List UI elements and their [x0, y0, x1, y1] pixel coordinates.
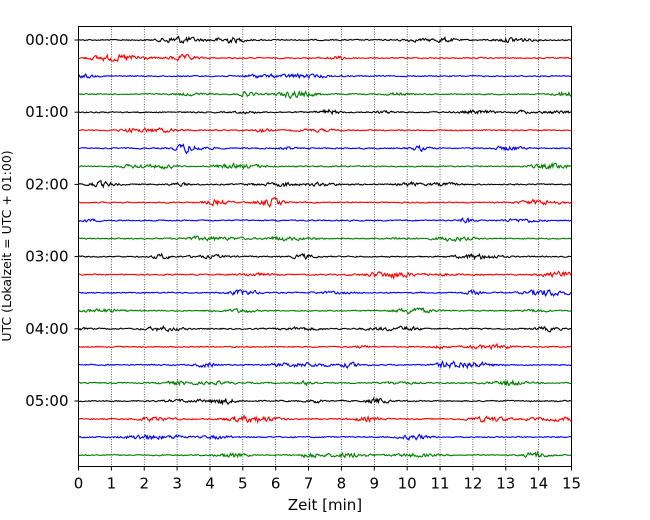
- y-tick-label-1: 01:00: [25, 103, 68, 121]
- trace-row-2: [78, 72, 572, 80]
- x-tick-label-7: 7: [304, 475, 314, 493]
- x-tick-label-15: 15: [562, 475, 581, 493]
- x-tick-label-2: 2: [139, 475, 149, 493]
- trace-row-23: [78, 450, 572, 459]
- x-tick-label-5: 5: [238, 475, 248, 493]
- y-tick-label-0: 00:00: [25, 31, 68, 49]
- plot-frame: [78, 26, 572, 467]
- trace-row-8: [78, 179, 572, 189]
- trace-row-0: [78, 35, 572, 45]
- x-tick-label-6: 6: [271, 475, 281, 493]
- trace-row-10: [78, 217, 572, 224]
- x-tick-label-4: 4: [205, 475, 215, 493]
- trace-row-18: [78, 359, 572, 370]
- trace-row-15: [78, 307, 572, 315]
- x-axis-ticks: 0 1 2 3 4 5 6 7 8 9 10 11 12 13 14 15: [74, 466, 581, 493]
- x-tick-label-8: 8: [337, 475, 347, 493]
- x-tick-label-3: 3: [172, 475, 182, 493]
- trace-row-5: [78, 127, 572, 134]
- x-tick-label-10: 10: [398, 475, 417, 493]
- trace-row-7: [78, 161, 572, 171]
- x-tick-label-13: 13: [496, 475, 515, 493]
- x-axis-label: Zeit [min]: [288, 496, 362, 514]
- trace-row-4: [78, 108, 572, 116]
- trace-row-3: [78, 89, 572, 100]
- y-axis-label: UTC (Lokalzeit = UTC + 01:00): [0, 150, 14, 341]
- y-axis-ticks: 00:00 01:00 02:00 03:00 04:00 05:00: [25, 31, 79, 410]
- trace-row-12: [78, 252, 572, 261]
- y-tick-label-4: 04:00: [25, 320, 68, 338]
- trace-row-22: [78, 433, 572, 442]
- vertical-gridlines: [111, 26, 539, 467]
- trace-row-11: [78, 235, 572, 243]
- y-tick-label-5: 05:00: [25, 392, 68, 410]
- x-tick-label-1: 1: [107, 475, 117, 493]
- trace-row-16: [78, 324, 572, 333]
- trace-row-20: [78, 396, 572, 406]
- y-tick-label-3: 03:00: [25, 248, 68, 266]
- x-tick-label-11: 11: [430, 475, 449, 493]
- trace-row-17: [78, 342, 572, 350]
- trace-row-13: [78, 270, 572, 280]
- trace-row-21: [78, 414, 572, 425]
- x-tick-label-0: 0: [74, 475, 84, 493]
- trace-row-1: [78, 53, 572, 63]
- x-tick-label-9: 9: [370, 475, 380, 493]
- x-tick-label-12: 12: [463, 475, 482, 493]
- trace-row-19: [78, 378, 572, 387]
- seismic-traces: [78, 35, 572, 459]
- y-tick-label-2: 02:00: [25, 175, 68, 193]
- x-tick-label-14: 14: [529, 475, 548, 493]
- trace-row-14: [78, 288, 572, 298]
- trace-row-9: [78, 196, 572, 208]
- trace-row-6: [78, 143, 572, 155]
